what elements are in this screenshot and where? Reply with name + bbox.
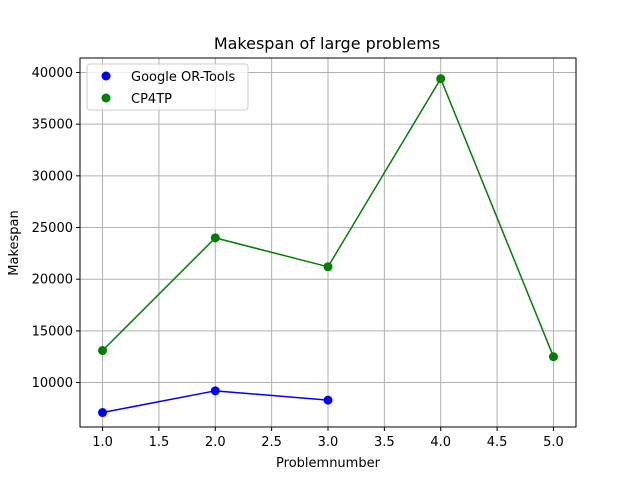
y-tick-label: 10000	[32, 376, 73, 391]
y-tick-label: 15000	[32, 324, 73, 339]
x-axis-label: Problemnumber	[276, 456, 381, 471]
y-tick-label: 25000	[32, 221, 73, 236]
x-tick-label: 2.5	[261, 435, 282, 450]
series-layer	[98, 74, 558, 418]
y-tick-label: 20000	[32, 273, 73, 288]
series-1	[98, 74, 558, 362]
data-point	[323, 395, 333, 405]
x-tick-label: 1.5	[149, 435, 170, 450]
data-point	[98, 408, 108, 418]
data-point	[210, 386, 220, 396]
y-tick-label: 30000	[32, 169, 73, 184]
data-point	[548, 352, 558, 362]
legend-marker	[101, 71, 111, 81]
x-tick-label: 4.0	[430, 435, 451, 450]
x-tick-label: 2.0	[205, 435, 226, 450]
x-tick-label: 3.5	[374, 435, 395, 450]
data-point	[436, 74, 446, 84]
x-axis: 1.0 1.5 2.0 2.5 3.0 3.5 4.0 4.5 5.0	[92, 427, 564, 450]
grid	[80, 58, 576, 427]
y-axis: 10000 15000 20000 25000 30000 35000 40000	[32, 66, 80, 391]
x-tick-label: 5.0	[543, 435, 564, 450]
x-tick-label: 3.0	[318, 435, 339, 450]
legend-marker	[101, 93, 111, 103]
data-point	[98, 346, 108, 356]
series-0	[98, 386, 333, 418]
y-tick-label: 40000	[32, 66, 73, 81]
legend: Google OR-Tools CP4TP	[86, 63, 249, 111]
data-point	[210, 233, 220, 243]
chart-title: Makespan of large problems	[214, 34, 440, 53]
legend-label: CP4TP	[131, 92, 172, 107]
data-point	[323, 262, 333, 272]
y-axis-label: Makespan	[7, 210, 22, 275]
y-tick-label: 35000	[32, 118, 73, 133]
legend-box	[86, 63, 249, 111]
x-tick-label: 4.5	[487, 435, 508, 450]
x-tick-label: 1.0	[92, 435, 113, 450]
legend-label: Google OR-Tools	[131, 70, 235, 85]
